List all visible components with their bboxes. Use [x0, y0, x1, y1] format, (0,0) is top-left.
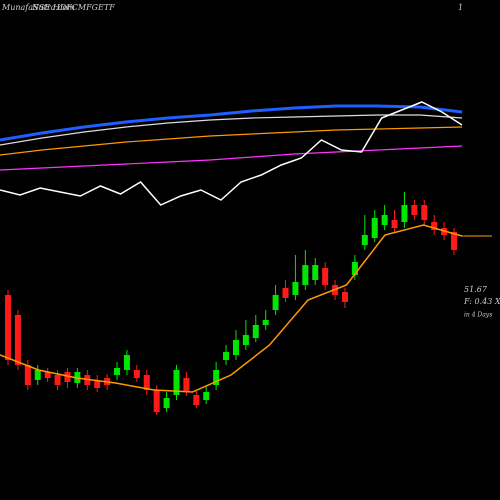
candle-body — [54, 375, 61, 385]
candle-body — [173, 370, 180, 395]
candle-body — [262, 320, 269, 325]
indicator-line — [0, 114, 463, 146]
candle-body — [341, 292, 348, 302]
candle-body — [312, 265, 319, 280]
candle-body — [302, 265, 309, 285]
candle-body — [292, 282, 299, 295]
candle-body — [34, 370, 41, 380]
candle-body — [391, 220, 398, 228]
candle-body — [411, 205, 418, 215]
chart-subtitle: NSE HDFCMFGETF — [31, 3, 115, 12]
candle-body — [431, 222, 438, 230]
candle-body — [44, 372, 51, 378]
candle-body — [64, 372, 71, 382]
candle-body — [272, 295, 279, 310]
candle-body — [133, 370, 140, 378]
candle-body — [153, 390, 160, 412]
candle-body — [114, 368, 121, 375]
candle-body — [232, 340, 239, 355]
chart-title: MunafaSutra.com — [1, 3, 75, 12]
candle-body — [322, 268, 329, 285]
candle-body — [401, 205, 408, 222]
candle-body — [123, 355, 130, 370]
candle-body — [143, 375, 150, 390]
indicator-line — [0, 101, 463, 206]
indicator-line — [0, 126, 463, 156]
indicator-line — [0, 104, 463, 142]
candle-body — [203, 392, 210, 400]
candle-body — [282, 288, 289, 298]
price-average-line — [0, 224, 463, 393]
candle-body — [242, 335, 249, 345]
candle-body — [24, 365, 31, 385]
annotation: in 4 Days — [464, 312, 492, 319]
annotation: F: 0.43 X — [463, 297, 500, 306]
candle-body — [381, 215, 388, 225]
candle-body — [351, 262, 358, 275]
candle-body — [5, 295, 11, 360]
indicator-line — [0, 145, 463, 171]
candle-body — [451, 232, 457, 250]
candle-body — [421, 205, 428, 220]
candle-body — [371, 218, 378, 238]
candle-body — [361, 235, 368, 245]
annotation: 51.67 — [464, 285, 488, 294]
candle-body — [223, 352, 230, 360]
corner-label: 1 — [458, 3, 463, 12]
candle-body — [14, 315, 21, 365]
candle-body — [193, 395, 200, 405]
candle-body — [213, 370, 220, 385]
candle-body — [252, 325, 259, 338]
candle-body — [94, 380, 101, 388]
candle-body — [183, 378, 190, 392]
candle-body — [163, 398, 170, 408]
